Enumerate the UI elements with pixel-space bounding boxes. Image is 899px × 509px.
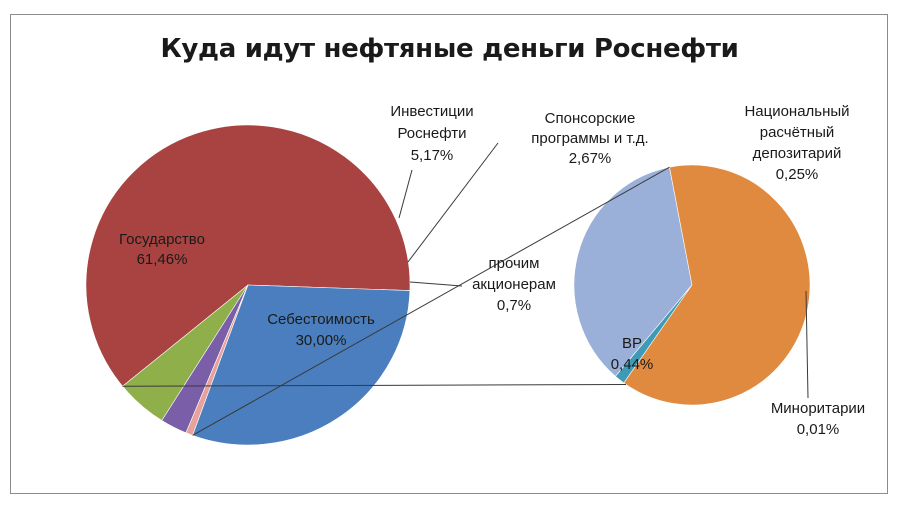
main-pie xyxy=(85,124,411,446)
data-label-nrd: депозитарий xyxy=(753,145,842,162)
pie-slice xyxy=(623,164,811,406)
data-label-sponsor: 2,67% xyxy=(569,150,612,167)
data-label-nrd: Национальный xyxy=(744,103,849,120)
data-label-nrd: 0,25% xyxy=(776,166,819,183)
data-labels: Государство 61,46% Инвестиции Роснефти 5,17%… xyxy=(119,103,865,438)
data-label-minoritarii: 0,01% xyxy=(797,421,840,438)
data-label-prochim: 0,7% xyxy=(497,297,531,314)
leader-line xyxy=(805,290,809,399)
data-label-sebestoimost: Себестоимость xyxy=(267,311,375,328)
connector-line xyxy=(122,383,627,387)
data-label-prochim: прочим xyxy=(489,255,540,272)
secondary-pie xyxy=(573,164,811,406)
data-label-nrd: расчётный xyxy=(760,124,835,141)
data-label-gosudarstvo: 61,46% xyxy=(137,251,188,268)
data-label-sponsor: Спонсорские xyxy=(545,110,636,127)
data-label-investicii: Роснефти xyxy=(397,125,466,142)
data-label-bp: 0,44% xyxy=(611,356,654,373)
chart-title: Куда идут нефтяные деньги Роснефти xyxy=(160,34,739,64)
data-label-bp: BP xyxy=(622,335,642,352)
data-label-sebestoimost: 30,00% xyxy=(296,332,347,349)
connector-line xyxy=(192,166,670,436)
data-label-sponsor: программы и т.д. xyxy=(531,130,648,147)
leader-lines xyxy=(122,142,809,436)
pie-slice xyxy=(573,166,693,377)
data-label-prochim: акционерам xyxy=(472,276,556,293)
pie-slice xyxy=(85,124,411,387)
data-label-gosudarstvo: Государство xyxy=(119,231,205,248)
data-label-minoritarii: Миноритарии xyxy=(771,400,865,417)
data-label-investicii: 5,17% xyxy=(411,147,454,164)
leader-line xyxy=(407,142,499,263)
data-label-investicii: Инвестиции xyxy=(390,103,473,120)
leader-line xyxy=(409,281,463,287)
leader-line xyxy=(398,169,413,219)
